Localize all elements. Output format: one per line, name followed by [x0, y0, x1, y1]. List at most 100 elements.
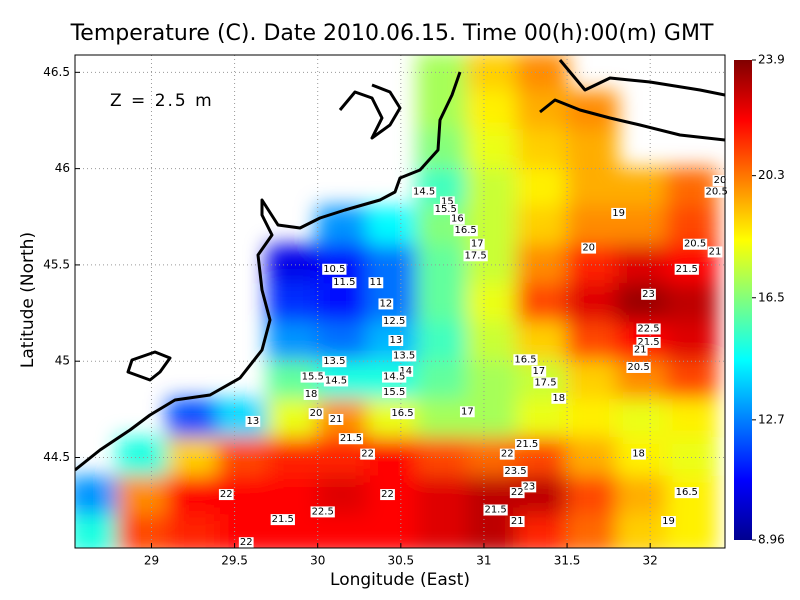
contour-label-bg — [449, 213, 465, 225]
contour-label: 21.5 — [516, 439, 538, 450]
contour-label: 21.5 — [340, 433, 362, 444]
contour-label-bg — [632, 344, 648, 356]
contour-label: 15.5 — [302, 372, 324, 383]
colorbar-tick-label: 20.3 — [758, 168, 785, 182]
contour-label: 13.5 — [393, 350, 415, 361]
field-cell — [516, 398, 569, 440]
field-cell — [466, 129, 519, 170]
contour-label: 21 — [511, 516, 524, 527]
contour-label-bg — [509, 487, 525, 499]
y-tick-label: 44.5 — [43, 450, 70, 464]
contour-label-bg — [300, 371, 325, 383]
contour-label-bg — [382, 387, 407, 399]
contour-label: 13 — [389, 335, 402, 346]
contour-label: 18 — [632, 449, 645, 460]
depth-annotation: Z = 2.5 m — [110, 91, 214, 111]
contour-label-bg — [360, 448, 375, 460]
colorbar — [734, 60, 752, 540]
field-cell — [566, 321, 618, 363]
contour-label-bg — [515, 439, 540, 451]
contour-label: 22 — [381, 489, 394, 500]
contour-label: 22.5 — [637, 323, 659, 334]
field-cell — [117, 514, 170, 548]
contour-label-bg — [238, 537, 254, 549]
field-cell — [416, 398, 469, 440]
field-cell — [316, 514, 369, 548]
contour-label: 22 — [240, 537, 253, 548]
field-cell — [266, 244, 319, 286]
field-cell — [366, 206, 419, 247]
contour-label: 14.5 — [413, 187, 435, 198]
colorbar-tick-label: 23.9 — [758, 53, 785, 67]
field-cell — [75, 475, 120, 517]
contour-label: 20.5 — [706, 187, 728, 198]
field-cell — [366, 514, 419, 548]
field-cell — [167, 475, 219, 517]
contour-label: 17.5 — [465, 250, 487, 261]
contour-labels: 14.51515.51616.51717.519202020.520.52121… — [218, 175, 729, 549]
field-cell — [167, 514, 219, 548]
field-cell — [516, 514, 569, 548]
x-tick-label: 31.5 — [554, 554, 581, 568]
field-cell — [466, 90, 519, 132]
field-cell — [216, 514, 269, 548]
field-cell — [466, 321, 519, 363]
contour-label-bg — [661, 516, 676, 528]
contour-label-bg — [483, 504, 508, 516]
field-cell — [566, 360, 618, 401]
contour-label: 21 — [634, 345, 647, 356]
contour-label: 23.5 — [504, 466, 526, 477]
contour-label-bg — [392, 350, 417, 362]
contour-label-bg — [533, 377, 558, 389]
contour-label-bg — [682, 238, 708, 250]
contour-label: 23 — [522, 481, 535, 492]
contour-label: 17 — [461, 406, 474, 417]
contour-label-bg — [270, 514, 295, 526]
contour-label-bg — [388, 335, 404, 347]
contour-label-bg — [503, 465, 528, 477]
contour-label-bg — [382, 371, 407, 383]
field-cell — [416, 90, 469, 132]
y-axis-label: Latitude (North) — [18, 232, 38, 368]
contour-label: 22 — [220, 489, 233, 500]
contour-label-bg — [581, 242, 597, 254]
x-tick-label: 29.5 — [221, 554, 248, 568]
contour-label-bg — [531, 365, 547, 377]
contour-label-bg — [218, 489, 234, 501]
chart-title: Temperature (C). Date 2010.06.15. Time 0… — [70, 21, 714, 46]
field-cell — [615, 167, 668, 209]
contour-label-bg — [499, 448, 515, 460]
contour-label: 20.5 — [684, 239, 706, 250]
field-cell — [566, 475, 618, 517]
contour-label-bg — [513, 354, 538, 366]
contour-label: 15.5 — [435, 204, 457, 215]
contour-label: 17.5 — [534, 377, 556, 388]
contour-label-bg — [378, 298, 394, 310]
x-axis-label: Longitude (East) — [330, 570, 470, 590]
contour-label: 16 — [451, 214, 464, 225]
contour-label-bg — [332, 277, 357, 289]
field-cell — [316, 321, 369, 363]
field-cell — [466, 514, 519, 548]
field-cell — [516, 167, 569, 209]
y-tick-label: 45 — [55, 354, 70, 368]
contour-label: 19 — [612, 208, 625, 219]
contour-label: 17 — [532, 366, 545, 377]
contour-label-bg — [338, 433, 364, 445]
field-cell — [615, 398, 668, 440]
contour-label-bg — [707, 246, 723, 258]
colorbar-tick-label: 8.96 — [758, 533, 785, 547]
contour-label-bg — [509, 516, 525, 528]
contour-label-bg — [712, 175, 728, 187]
field-cell — [516, 283, 569, 324]
field-cell — [416, 475, 469, 517]
contour-label: 15 — [441, 196, 454, 207]
coast-line — [338, 83, 402, 140]
contour-label: 21.5 — [272, 514, 294, 525]
field-cell — [266, 321, 319, 363]
contour-label: 12 — [380, 298, 393, 309]
contour-label: 22 — [511, 487, 524, 498]
contour-label: 19 — [662, 516, 675, 527]
contour-label-bg — [704, 186, 729, 198]
field-cell — [167, 398, 219, 440]
